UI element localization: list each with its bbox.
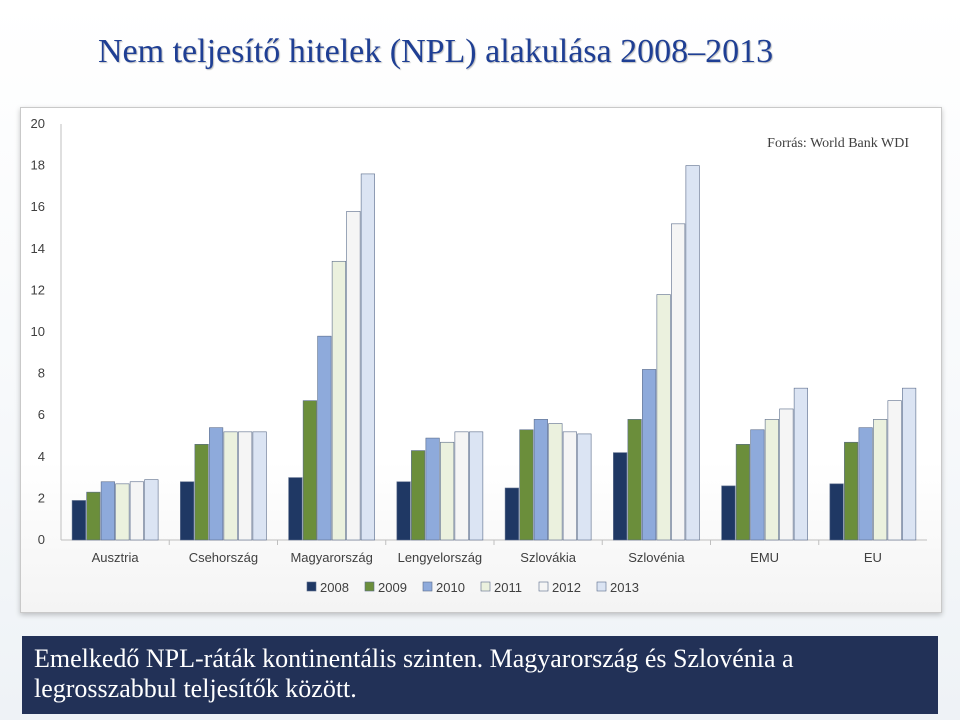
- bar-2011: [548, 423, 563, 541]
- bar-2008: [396, 481, 411, 541]
- legend-swatch-2013: [596, 581, 607, 592]
- legend-label: 2012: [552, 580, 581, 595]
- legend-label: 2008: [320, 580, 349, 595]
- category-label: Magyarország: [290, 550, 372, 565]
- bar-2010: [533, 419, 548, 541]
- bar-2009: [735, 444, 750, 541]
- category-label: Csehország: [189, 550, 258, 565]
- bar-2009: [411, 450, 426, 541]
- bar-2008: [71, 500, 86, 541]
- y-tick-label: 16: [31, 199, 45, 214]
- bar-2010: [642, 369, 657, 541]
- bar-2008: [613, 452, 628, 541]
- y-tick-label: 8: [38, 366, 45, 381]
- y-tick-label: 10: [31, 324, 45, 339]
- bar-2012: [671, 223, 686, 541]
- chart-frame: 0 2 4 6 8 10 12 14 16 18 20 Ausztria Csehország Magya…: [20, 107, 942, 613]
- legend-swatch-2011: [480, 581, 491, 592]
- bar-2009: [627, 419, 642, 541]
- legend-swatch-2008: [306, 581, 317, 592]
- bar-2013: [144, 479, 159, 541]
- y-tick-label: 18: [31, 158, 45, 173]
- page-title: Nem teljesítő hitelek (NPL) alakulása 20…: [98, 33, 774, 70]
- legend-swatch-2010: [422, 581, 433, 592]
- bar-2010: [425, 437, 440, 541]
- category-label: EU: [864, 550, 882, 565]
- bar-2008: [288, 477, 303, 541]
- bar-2011: [656, 294, 671, 541]
- bar-2008: [504, 487, 519, 541]
- bar-2011: [764, 419, 779, 541]
- legend-label: 2013: [610, 580, 639, 595]
- bar-2013: [577, 433, 592, 541]
- bar-2011: [440, 441, 455, 541]
- bar-2009: [844, 441, 859, 541]
- bar-2012: [129, 481, 144, 541]
- bar-2010: [317, 335, 332, 541]
- y-tick-label: 14: [31, 241, 45, 256]
- legend-label: 2009: [378, 580, 407, 595]
- bar-2012: [346, 211, 361, 541]
- bar-2009: [519, 429, 534, 541]
- bar-2011: [223, 431, 238, 541]
- bar-2010: [209, 427, 224, 541]
- bar-2011: [873, 419, 888, 541]
- legend-label: 2011: [494, 580, 522, 595]
- bar-2013: [793, 387, 808, 541]
- category-label: Szlovákia: [520, 550, 576, 565]
- category-label: EMU: [750, 550, 779, 565]
- bar-2008: [721, 485, 736, 541]
- bar-2012: [562, 431, 577, 541]
- bar-2012: [887, 400, 902, 541]
- bar-2010: [858, 427, 873, 541]
- bar-2010: [100, 481, 115, 541]
- bar-2009: [86, 491, 101, 541]
- category-label: Lengyelország: [398, 550, 483, 565]
- bar-chart: 0 2 4 6 8 10 12 14 16 18 20 Ausztria Csehország Magya…: [31, 116, 927, 595]
- caption-box: Emelkedő NPL-ráták kontinentális szinten…: [22, 636, 938, 714]
- bar-2013: [469, 431, 484, 541]
- bar-2008: [180, 481, 195, 541]
- bar-2013: [685, 165, 700, 541]
- y-tick-label: 6: [38, 407, 45, 422]
- legend-label: 2010: [436, 580, 465, 595]
- y-tick-label: 0: [38, 532, 45, 547]
- bar-2011: [115, 483, 130, 541]
- bar-2009: [302, 400, 317, 541]
- y-tick-label: 12: [31, 282, 45, 297]
- bar-2013: [252, 431, 267, 541]
- legend-swatch-2009: [364, 581, 375, 592]
- bar-2008: [829, 483, 844, 541]
- bar-2009: [194, 444, 209, 541]
- legend-swatch-2012: [538, 581, 549, 592]
- caption-text: Emelkedő NPL-ráták kontinentális szinten…: [34, 644, 794, 703]
- category-label: Ausztria: [92, 550, 140, 565]
- bar-2012: [454, 431, 469, 541]
- bar-2011: [331, 260, 346, 541]
- y-tick-label: 2: [38, 490, 45, 505]
- y-tick-label: 20: [31, 116, 45, 131]
- bar-2012: [238, 431, 253, 541]
- bar-2012: [779, 408, 794, 541]
- category-label: Szlovénia: [628, 550, 685, 565]
- y-tick-label: 4: [38, 449, 45, 464]
- bar-2013: [902, 387, 917, 541]
- source-note: Forrás: World Bank WDI: [767, 136, 909, 151]
- bar-2010: [750, 429, 765, 541]
- bar-2013: [360, 173, 375, 541]
